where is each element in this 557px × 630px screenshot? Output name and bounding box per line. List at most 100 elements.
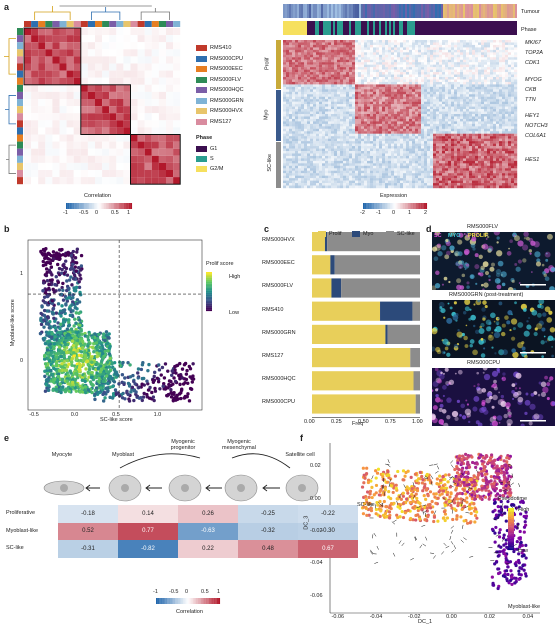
expr-cell	[307, 52, 311, 55]
expr-cell	[439, 81, 443, 85]
phase-track-cell	[475, 21, 477, 35]
expr-cell	[508, 49, 512, 53]
expr-cell	[415, 106, 419, 110]
expr-cell	[502, 96, 506, 100]
expr-cell	[373, 106, 377, 110]
expr-cell	[460, 79, 464, 83]
expr-cell	[349, 114, 353, 117]
expr-cell	[421, 141, 425, 144]
expr-cell	[286, 101, 290, 105]
expr-cell	[313, 123, 317, 127]
expr-cell	[430, 44, 434, 48]
expr-cell	[451, 106, 455, 110]
corr-cell	[130, 134, 138, 142]
corr-cell	[166, 49, 174, 57]
expr-cell	[451, 64, 455, 68]
expr-cell	[451, 133, 455, 137]
expr-cell	[469, 155, 473, 159]
phase-track-cell	[395, 21, 397, 35]
expr-cell	[346, 86, 350, 90]
expr-cell	[340, 81, 344, 85]
expr-cell	[286, 114, 290, 117]
expr-cell	[337, 151, 341, 154]
expr-cell	[292, 109, 296, 112]
expr-cell	[292, 138, 296, 142]
expr-cell	[487, 151, 491, 154]
expr-cell	[301, 59, 305, 63]
expr-cell	[334, 84, 338, 88]
expr-cell	[505, 160, 509, 164]
expr-cell	[376, 81, 380, 85]
expr-cell	[283, 64, 287, 68]
expr-cell	[385, 52, 389, 55]
expr-cell	[325, 158, 329, 162]
expr-cell	[382, 153, 386, 157]
corr-cell	[102, 177, 110, 185]
expr-cell	[466, 148, 470, 152]
expr-cell	[442, 151, 446, 154]
expr-cell	[331, 89, 335, 92]
expr-cell	[394, 64, 398, 68]
expr-cell	[334, 165, 338, 169]
expr-cell	[418, 111, 422, 115]
expr-cell	[475, 104, 479, 107]
expr-cell	[292, 151, 296, 154]
expr-cell	[385, 148, 389, 152]
expr-cell	[430, 94, 434, 97]
expr-cell	[322, 44, 326, 48]
expr-cell	[460, 77, 464, 80]
expr-cell	[499, 42, 503, 46]
expr-cell	[463, 101, 467, 105]
expr-cell	[367, 131, 371, 134]
expr-cell	[442, 59, 446, 63]
tumour-track-cell	[445, 4, 447, 18]
expr-cell	[502, 59, 506, 63]
expr-cell	[490, 67, 494, 70]
expr-cell	[505, 67, 509, 70]
expr-cell	[433, 118, 437, 122]
expr-cell	[319, 141, 323, 144]
corr-cell	[123, 63, 131, 71]
tumour-annotation-cell	[17, 56, 23, 64]
expr-cell	[448, 143, 452, 147]
expr-cell	[499, 126, 503, 129]
expr-cell	[457, 116, 461, 120]
expr-cell	[430, 104, 434, 107]
corr-cell	[87, 170, 95, 178]
expr-cell	[286, 59, 290, 63]
expr-cell	[367, 121, 371, 125]
expr-cell	[460, 104, 464, 107]
expr-cell	[493, 114, 497, 117]
expr-cell	[469, 44, 473, 48]
expr-cell	[364, 126, 368, 129]
colorbar-a	[90, 203, 93, 209]
expr-cell	[289, 101, 293, 105]
expr-cell	[304, 67, 308, 70]
corr-cell	[66, 49, 74, 57]
expr-cell	[328, 141, 332, 144]
expr-cell	[481, 74, 485, 78]
phase-track-cell	[503, 21, 505, 35]
expr-cell	[487, 121, 491, 125]
expr-cell	[439, 104, 443, 107]
expr-cell	[499, 74, 503, 78]
expr-cell	[307, 165, 311, 169]
expr-cell	[418, 81, 422, 85]
expr-cell	[319, 84, 323, 88]
expr-cell	[415, 121, 419, 125]
expr-cell	[370, 96, 374, 100]
phase-track-cell	[371, 21, 373, 35]
expr-cell	[463, 104, 467, 107]
expr-cell	[409, 131, 413, 134]
expr-cell	[283, 94, 287, 97]
expr-cell	[487, 84, 491, 88]
corr-cell	[151, 134, 159, 142]
corr-cell	[45, 49, 53, 57]
expr-cell	[478, 40, 482, 43]
expr-cell	[436, 165, 440, 169]
expr-cell	[358, 64, 362, 68]
corr-cell	[173, 170, 181, 178]
expr-cell	[433, 153, 437, 157]
expr-cell	[304, 101, 308, 105]
expr-cell	[469, 123, 473, 127]
